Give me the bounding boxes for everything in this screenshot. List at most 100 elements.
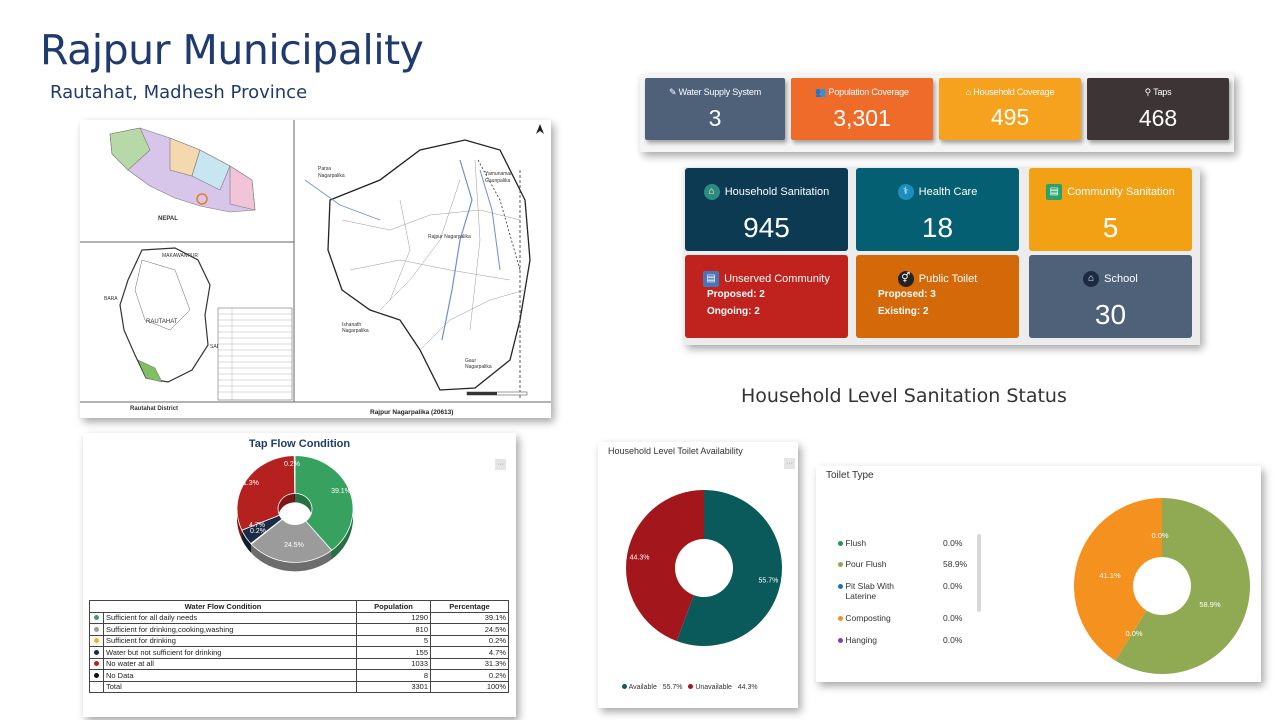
- map-district-label: Rautahat District: [130, 406, 178, 412]
- toilet-availability-panel: Household Level Toilet Availability ··· …: [598, 442, 798, 708]
- tap-flow-pie-chart: 39.1%24.5%0.2%4.7%31.3%0.2%: [236, 455, 354, 572]
- stat-taps: ⚲ Taps 468: [1087, 78, 1229, 140]
- more-options-button[interactable]: ···: [495, 459, 506, 470]
- row-percentage: 24.5%: [430, 623, 509, 636]
- svg-text:Nagarpalika: Nagarpalika: [342, 328, 369, 334]
- tap-slice-label: 24.5%: [284, 542, 304, 549]
- municipality-map-panel: NEPAL MAKAWANPUR BARA RAUTAHAT SARLAHI R…: [80, 120, 551, 418]
- svg-text:Ishanath: Ishanath: [342, 322, 361, 328]
- availability-slice-label: 55.7%: [759, 578, 779, 585]
- row-color-dot: [89, 611, 104, 624]
- row-color-dot: [89, 657, 104, 670]
- school-icon: ⌂: [1083, 271, 1100, 287]
- legend-pct: 0.0%: [943, 635, 963, 645]
- card-label: Community Sanitation: [1067, 185, 1175, 198]
- restroom-icon: ⚥: [897, 271, 914, 287]
- legend-label: Hanging: [845, 635, 878, 645]
- map-graphic: NEPAL MAKAWANPUR BARA RAUTAHAT SARLAHI R…: [80, 120, 551, 418]
- tap-flow-title: Tap Flow Condition: [248, 438, 351, 450]
- more-options-button[interactable]: ···: [784, 458, 795, 469]
- card-proposed: Proposed: 3: [878, 289, 936, 300]
- row-condition: Sufficient for drinking: [103, 634, 357, 647]
- tap-icon: ⚲: [1144, 87, 1152, 97]
- toilet-type-slice[interactable]: [1115, 498, 1250, 674]
- stat-value: 3: [708, 105, 722, 131]
- card-label: Health Care: [918, 185, 978, 198]
- legend-dot: [622, 684, 627, 689]
- tap-slice[interactable]: [293, 455, 296, 494]
- availability-slice[interactable]: [626, 490, 704, 642]
- legend-label: Pour Flush: [845, 559, 887, 569]
- legend-pct: 58.9%: [943, 559, 968, 569]
- availability-slice[interactable]: [676, 490, 783, 646]
- svg-text:Nagarpalika: Nagarpalika: [465, 364, 492, 370]
- total-percentage: 100%: [430, 680, 509, 693]
- stat-household-coverage: ⌂ Household Coverage 495: [939, 78, 1081, 140]
- card-unserved-community: ▤ Unserved Community Proposed: 2 Ongoing:…: [685, 255, 848, 338]
- row-population: 155: [356, 646, 431, 659]
- svg-text:MAKAWANPUR: MAKAWANPUR: [162, 253, 198, 259]
- home-icon: ⌂: [965, 87, 971, 97]
- toilet-type-slice-label: 41.1%: [1099, 571, 1121, 580]
- tap-slice[interactable]: [250, 518, 333, 563]
- svg-text:BARA: BARA: [104, 296, 118, 302]
- toilet-type-panel: Toilet Type Flush 0.0% Pour Flush 58.9% Pi…: [816, 466, 1261, 682]
- clipboard-icon: ▤: [703, 271, 720, 287]
- legend-dot: [688, 684, 694, 689]
- card-label: Public Toilet: [918, 272, 978, 285]
- card-value: 18: [921, 212, 954, 243]
- map-center-label: Rajpur Nagarpalika: [428, 234, 471, 240]
- row-condition: Water but not sufficient for drinking: [103, 646, 357, 659]
- total-population: 3301: [356, 680, 431, 693]
- water-flow-table: Water Flow Condition Population Percenta…: [89, 600, 509, 693]
- svg-text:Parsa: Parsa: [318, 166, 331, 172]
- stat-label: Household Coverage: [973, 87, 1055, 97]
- row-condition: No Data: [103, 669, 357, 682]
- row-condition: Sufficient for drinking,cooking,washing: [103, 623, 357, 636]
- tap-slice[interactable]: [236, 455, 296, 531]
- toilet-type-donut: 58.9% 41.1% 0.0% 0.0%: [1074, 498, 1250, 674]
- total-label: Total: [103, 680, 357, 693]
- toilet-type-slice[interactable]: [1074, 498, 1162, 661]
- card-label: Unserved Community: [724, 272, 830, 285]
- row-percentage: 31.3%: [430, 657, 509, 670]
- row-percentage: 0.2%: [430, 669, 509, 682]
- svg-text:Gaunpalika: Gaunpalika: [485, 178, 511, 184]
- stethoscope-icon: ⚕: [897, 184, 914, 200]
- legend-scrollbar[interactable]: [977, 534, 981, 612]
- table-row: Sufficient for all daily needs 1290 39.1%: [89, 611, 509, 624]
- legend-available-label: Available: [628, 684, 657, 691]
- row-population: 1033: [356, 657, 431, 670]
- legend-unavailable-label: Unavailable: [695, 684, 732, 691]
- row-color-dot: [89, 669, 104, 682]
- svg-text:Gaur: Gaur: [465, 358, 476, 364]
- card-value: 945: [743, 212, 790, 243]
- stat-value: 495: [990, 104, 1030, 130]
- stat-label: Population Coverage: [828, 87, 909, 97]
- col-population: Population: [356, 600, 431, 613]
- page-subtitle: Rautahat, Madhesh Province: [50, 82, 308, 103]
- stat-value: 468: [1138, 105, 1178, 131]
- svg-text:Yamunamai: Yamunamai: [485, 171, 511, 177]
- legend-label: Composting: [845, 613, 891, 623]
- toilet-availability-title: Household Level Toilet Availability: [608, 446, 743, 456]
- tap-slice-label: 4.7%: [249, 522, 265, 529]
- legend-label: Pit Slab With Laterine: [845, 581, 895, 601]
- row-population: 1290: [356, 611, 431, 624]
- card-existing: Existing: 2: [878, 306, 929, 317]
- row-condition: No water at all: [103, 657, 357, 670]
- tap-slice-label: 31.3%: [239, 480, 259, 487]
- table-row: No water at all 1033 31.3%: [89, 657, 509, 670]
- card-health-care: ⚕ Health Care 18: [856, 168, 1019, 251]
- row-population: 810: [356, 623, 431, 636]
- col-water-flow-condition: Water Flow Condition: [89, 600, 357, 613]
- tap-slice[interactable]: [294, 455, 354, 551]
- house-icon: ⌂: [703, 184, 720, 200]
- tap-slice-label: 0.2%: [284, 461, 300, 468]
- stat-water-supply-system: ✎ Water Supply System 3: [645, 78, 785, 140]
- toilet-type-slice-label: 0.0%: [1151, 531, 1168, 540]
- legend-available-pct: 55.7%: [662, 684, 683, 691]
- card-community-sanitation: ▤ Community Sanitation 5: [1029, 168, 1192, 251]
- card-school: ⌂ School 30: [1029, 255, 1192, 338]
- row-population: 8: [356, 669, 431, 682]
